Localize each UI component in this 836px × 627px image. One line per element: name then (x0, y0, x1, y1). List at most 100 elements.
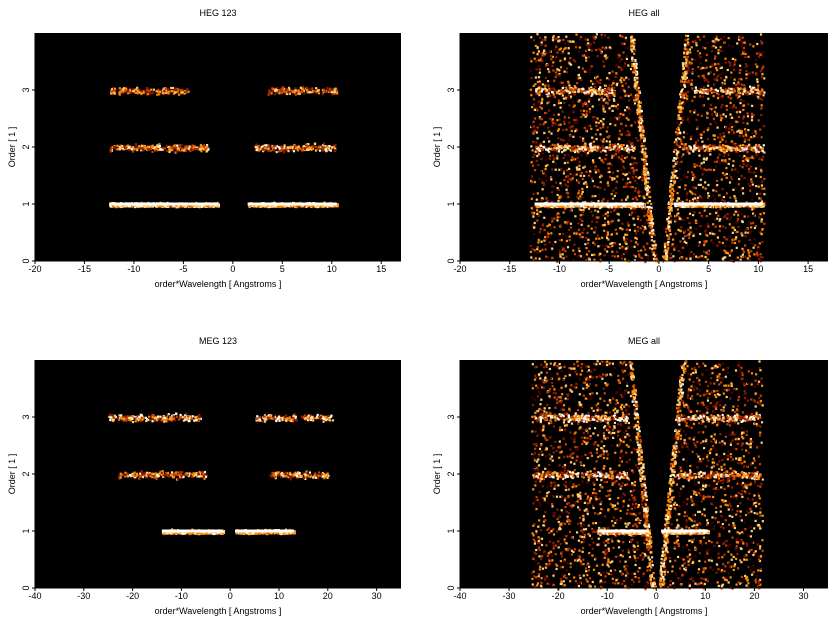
noise-point (608, 46, 611, 49)
band-point (292, 150, 296, 153)
noise-point (634, 255, 637, 258)
noise-point (722, 117, 725, 120)
noise-point (719, 140, 722, 144)
noise-point (585, 253, 588, 256)
noise-point (558, 69, 561, 72)
noise-point (692, 176, 695, 180)
noise-point (754, 63, 757, 66)
edge-point (670, 209, 673, 212)
noise-point (553, 48, 556, 51)
noise-point (636, 229, 639, 232)
noise-point (636, 182, 639, 185)
noise-point (721, 83, 724, 86)
noise-point (755, 185, 758, 188)
noise-point (631, 65, 634, 68)
noise-point (576, 87, 579, 90)
noise-point (673, 169, 676, 172)
noise-point (718, 241, 721, 244)
noise-point (744, 138, 747, 141)
noise-point (728, 254, 731, 257)
noise-point (672, 255, 675, 258)
noise-point (684, 93, 687, 96)
noise-point (620, 257, 624, 260)
noise-point (569, 63, 573, 66)
x-tick-label: -20 (28, 264, 41, 274)
noise-point (707, 250, 710, 253)
noise-point (534, 169, 537, 172)
noise-point (594, 209, 597, 212)
noise-point (533, 181, 537, 184)
noise-point (741, 187, 744, 190)
noise-point (596, 234, 599, 237)
noise-point (742, 156, 745, 159)
noise-point (633, 157, 636, 160)
noise-point (623, 258, 627, 261)
noise-point (700, 214, 703, 217)
noise-point (690, 83, 693, 86)
noise-point (761, 72, 764, 76)
noise-point (729, 101, 732, 104)
noise-point (628, 134, 631, 137)
noise-point (588, 151, 591, 154)
noise-point (529, 69, 532, 72)
band-point (305, 146, 308, 150)
noise-point (552, 36, 555, 39)
noise-point (532, 131, 535, 134)
noise-point (627, 177, 630, 181)
noise-point (553, 95, 556, 99)
noise-point (612, 189, 615, 192)
noise-point (540, 101, 543, 104)
noise-point (640, 158, 644, 161)
band-point (156, 146, 159, 149)
band-point (205, 149, 209, 152)
noise-point (632, 169, 635, 172)
noise-point (676, 208, 679, 211)
band-point (147, 205, 150, 208)
noise-point (608, 84, 611, 87)
noise-point (707, 84, 710, 87)
noise-point (722, 113, 725, 116)
noise-point (565, 239, 568, 242)
band-point (127, 146, 130, 149)
band-point (118, 93, 121, 96)
noise-point (673, 247, 676, 250)
noise-point (573, 119, 576, 122)
noise-point (717, 52, 720, 55)
noise-point (633, 49, 636, 52)
noise-point (576, 255, 579, 258)
x-tick-label: 10 (327, 264, 337, 274)
noise-point (706, 196, 710, 199)
band-point (109, 204, 112, 207)
noise-point (738, 71, 741, 74)
noise-point (558, 81, 561, 84)
noise-point (607, 220, 610, 223)
noise-point (696, 49, 699, 53)
noise-point (709, 232, 712, 235)
band-point (299, 86, 302, 89)
noise-point (758, 197, 761, 200)
band-point (168, 150, 171, 153)
band-point (177, 88, 180, 91)
noise-point (716, 217, 719, 220)
noise-point (594, 195, 597, 198)
noise-point (697, 75, 700, 78)
band-point (188, 146, 191, 149)
band-point (200, 205, 204, 208)
noise-point (760, 232, 763, 236)
noise-point (680, 112, 683, 115)
noise-point (586, 231, 589, 234)
noise-point (745, 164, 748, 167)
noise-point (537, 241, 540, 244)
noise-point (605, 223, 608, 226)
noise-point (761, 180, 764, 183)
noise-point (542, 170, 545, 173)
band-point (328, 145, 331, 148)
noise-point (552, 35, 555, 38)
noise-point (751, 104, 754, 107)
noise-point (591, 195, 594, 198)
noise-point (626, 130, 629, 133)
noise-point (759, 70, 762, 73)
noise-point (623, 167, 626, 170)
noise-point (570, 129, 573, 132)
noise-point (695, 44, 698, 47)
